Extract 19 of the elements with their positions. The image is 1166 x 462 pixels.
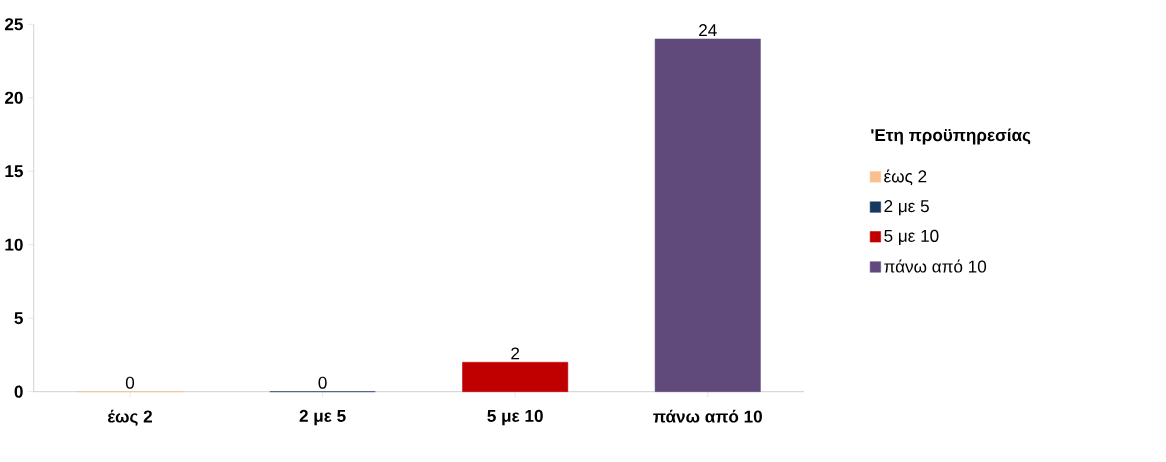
x-tick-label: 2 με 5 [299, 409, 346, 426]
data-label: 0 [125, 376, 135, 389]
data-label: 24 [699, 24, 717, 36]
x-tick-label: έως 2 [107, 409, 152, 426]
legend-label: 2 με 5 [884, 199, 929, 216]
y-tick-label: 0 [14, 385, 23, 398]
data-label: 2 [511, 347, 520, 360]
legend-label: 5 με 10 [884, 229, 939, 245]
legend-label: πάνω από 10 [884, 259, 987, 273]
legend-label: έως 2 [884, 169, 927, 186]
legend-title: 'Ετη προϋπηρεσίας [871, 128, 1031, 145]
y-tick-label: 15 [5, 165, 23, 178]
data-label: 0 [318, 376, 327, 389]
y-tick-label: 25 [4, 18, 23, 31]
y-tick-label: 10 [5, 238, 23, 251]
y-tick-label: 5 [14, 312, 23, 325]
x-tick-label: πάνω από 10 [653, 409, 762, 423]
y-tick-label: 20 [4, 91, 23, 104]
x-tick-label: 5 με 10 [487, 409, 543, 426]
